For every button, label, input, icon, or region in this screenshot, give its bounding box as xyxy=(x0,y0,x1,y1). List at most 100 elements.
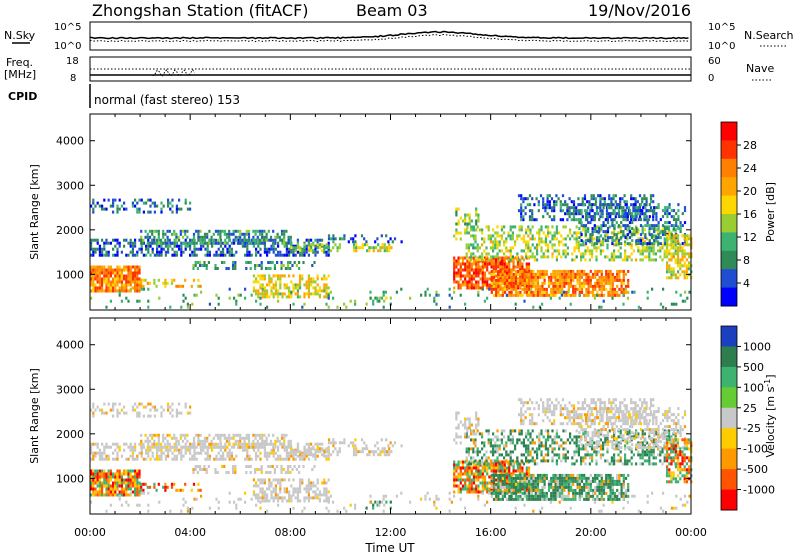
power-cell xyxy=(383,291,385,294)
velocity-cell xyxy=(136,488,138,491)
power-cell xyxy=(524,288,526,291)
velocity-cell xyxy=(169,406,171,409)
velocity-cell xyxy=(274,471,276,474)
power-cell xyxy=(229,248,231,251)
power-cell xyxy=(266,248,268,251)
power-cell xyxy=(586,200,588,203)
power-cell xyxy=(275,248,277,251)
velocity-cell xyxy=(253,493,255,496)
power-cell xyxy=(585,291,587,294)
velocity-cell xyxy=(353,450,355,453)
velocity-cell xyxy=(517,467,519,470)
power-cell xyxy=(200,245,202,248)
velocity-cell xyxy=(281,499,283,502)
power-cell xyxy=(255,292,257,295)
velocity-cell xyxy=(114,449,116,452)
power-cell xyxy=(602,209,604,212)
power-cell xyxy=(268,230,270,233)
power-cell xyxy=(105,281,107,284)
power-cell xyxy=(521,228,523,231)
velocity-cell xyxy=(273,496,275,499)
power-cell xyxy=(469,275,471,278)
velocity-cell xyxy=(502,461,504,464)
velocity-cell xyxy=(257,440,259,443)
velocity-cell xyxy=(248,458,250,461)
power-cell xyxy=(290,236,292,239)
velocity-cell xyxy=(130,479,132,482)
power-cell xyxy=(594,242,596,245)
power-cell xyxy=(607,282,609,285)
power-cell xyxy=(162,236,164,239)
power-cell xyxy=(127,300,129,303)
power-cell xyxy=(385,297,387,300)
power-cell xyxy=(195,230,197,233)
power-cell xyxy=(396,291,398,294)
power-cell xyxy=(270,248,272,251)
velocity-cell xyxy=(244,437,246,440)
power-cell xyxy=(355,243,357,246)
power-cell xyxy=(94,269,96,272)
power-cell xyxy=(156,254,158,257)
power-cell xyxy=(515,282,517,285)
power-cell xyxy=(594,227,596,230)
power-cell xyxy=(524,279,526,282)
power-cell xyxy=(259,283,261,286)
power-cell xyxy=(116,248,118,251)
power-cell xyxy=(668,276,670,279)
velocity-cell xyxy=(169,449,171,452)
power-cell xyxy=(545,237,547,240)
power-cell xyxy=(582,200,584,203)
power-cell xyxy=(504,260,506,263)
power-cell xyxy=(579,276,581,279)
power-cell xyxy=(568,288,570,291)
power-cell xyxy=(167,236,169,239)
power-cell xyxy=(319,289,321,292)
velocity-cell xyxy=(502,486,504,489)
power-cell xyxy=(686,267,688,270)
velocity-cell xyxy=(123,449,125,452)
power-cell xyxy=(642,258,644,261)
power-cell xyxy=(105,290,107,293)
power-cell xyxy=(99,269,101,272)
power-cell xyxy=(627,279,629,282)
velocity-cell xyxy=(211,446,213,449)
power-cell xyxy=(290,239,292,242)
velocity-cell xyxy=(103,470,105,473)
power-cell xyxy=(339,243,341,246)
velocity-cell xyxy=(234,471,236,474)
velocity-cell xyxy=(101,485,103,488)
power-cell xyxy=(250,267,252,270)
power-cell xyxy=(152,251,154,254)
velocity-cell xyxy=(164,443,166,446)
power-cell xyxy=(270,239,272,242)
velocity-cell xyxy=(513,480,515,483)
power-cell xyxy=(97,281,99,284)
velocity-cell xyxy=(257,499,259,502)
power-cell xyxy=(624,194,626,197)
velocity-cell xyxy=(491,477,493,480)
power-cell xyxy=(158,236,160,239)
power-cell xyxy=(171,205,173,208)
power-cell xyxy=(239,230,241,233)
velocity-cell xyxy=(99,455,101,458)
velocity-cell xyxy=(287,471,289,474)
power-cell xyxy=(605,239,607,242)
velocity-cell xyxy=(105,476,107,479)
power-cell xyxy=(511,294,513,297)
power-cell xyxy=(625,215,627,218)
power-cell xyxy=(466,226,468,229)
power-cell xyxy=(527,249,529,252)
power-cell xyxy=(576,225,578,228)
power-cell xyxy=(455,272,457,275)
power-cell xyxy=(280,267,282,270)
power-cell xyxy=(611,224,613,227)
power-cell xyxy=(616,221,618,224)
power-cell xyxy=(535,279,537,282)
velocity-cell xyxy=(199,465,201,468)
power-cell xyxy=(469,269,471,272)
power-cell xyxy=(176,205,178,208)
power-cell xyxy=(569,215,571,218)
velocity-cell xyxy=(462,464,464,467)
velocity-cell xyxy=(280,465,282,468)
velocity-cell xyxy=(105,491,107,494)
